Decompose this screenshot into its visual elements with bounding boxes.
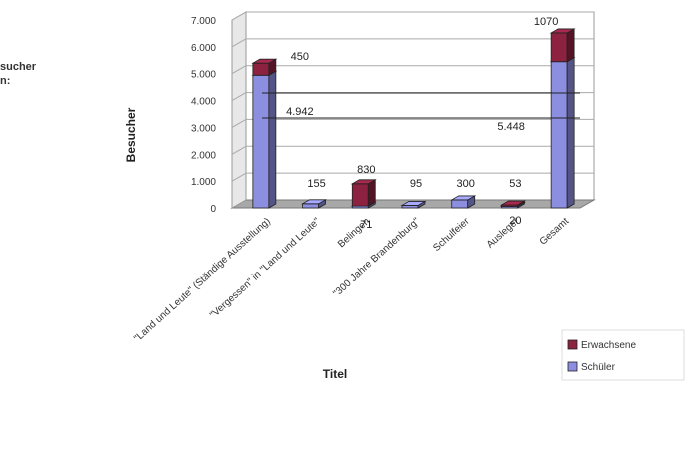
bar-schueler-4 (451, 199, 469, 209)
category-label: "300 Jahre Brandenburg" (331, 216, 422, 300)
side-title: sucher n: (0, 61, 37, 87)
y-tick-label: 1.000 (191, 177, 216, 188)
bar-side-0-0 (268, 70, 277, 209)
bar-top-1-0 (251, 58, 278, 64)
gridline (231, 172, 247, 182)
bar-schueler-1 (302, 203, 319, 209)
gridline (231, 145, 247, 155)
bar-schueler-6 (550, 61, 568, 209)
gridline (231, 92, 247, 102)
gridline (231, 38, 247, 48)
bar-top-1-6 (549, 28, 576, 34)
chart-bars (251, 28, 576, 209)
y-tick-label: 7.000 (191, 16, 216, 27)
y-tick-label: 6.000 (191, 43, 216, 54)
data-label: 155 (307, 178, 325, 190)
y-tick-label: 5.000 (191, 70, 216, 81)
legend-label: Schüler (581, 362, 616, 373)
plot-side-wall (231, 11, 247, 209)
data-label: 5.448 (497, 121, 525, 133)
data-label: 300 (457, 178, 475, 190)
bar-erwachsene-0 (252, 62, 270, 76)
legend-swatch (567, 339, 578, 350)
y-tick-label: 0 (210, 204, 216, 215)
legend-label: Erwachsene (581, 340, 636, 351)
data-label: 4.942 (286, 106, 314, 118)
data-label: 1070 (534, 16, 558, 28)
bar-erwachsene-6 (550, 32, 568, 63)
bar-side-1-6 (566, 28, 575, 63)
gridline (231, 118, 247, 128)
data-label: 95 (410, 178, 422, 190)
data-label: 53 (509, 178, 521, 190)
bar-schueler-0 (252, 74, 270, 209)
bar-side-1-2 (367, 179, 376, 207)
category-labels: "Land und Leute" (Ständige Ausstellung)"… (132, 216, 571, 345)
data-label: 830 (357, 164, 375, 176)
bar-top-0-3 (400, 201, 427, 206)
category-label: "Vergessen" in "Land und Leute" (208, 216, 323, 321)
gridline (231, 11, 247, 21)
data-label: 20 (509, 215, 521, 227)
category-label: Gesamt (538, 216, 572, 248)
y-axis-title: Besucher (124, 107, 138, 162)
bar-erwachsene-2 (351, 183, 369, 207)
legend: Erwachsene Schüler (561, 329, 685, 381)
bar-top-0-4 (450, 195, 477, 201)
y-tick-label: 3.000 (191, 123, 216, 134)
bar-top-1-5 (499, 200, 526, 206)
bar-side-0-6 (566, 56, 575, 209)
bar-top-0-1 (301, 199, 328, 205)
gridline (231, 65, 247, 75)
category-label: Schulfeier (431, 216, 472, 254)
y-axis-ticks: 0 1.000 2.000 3.000 4.000 5.000 6.000 7.000 (191, 16, 216, 215)
data-labels: 4.942 450 155 71 830 95 300 53 20 5.448 1070 (262, 16, 580, 231)
x-axis-title: Titel (323, 367, 347, 381)
data-label: 71 (360, 219, 372, 231)
y-tick-label: 2.000 (191, 150, 216, 161)
legend-box (561, 329, 685, 381)
legend-swatch (567, 361, 578, 372)
bar-top-1-2 (350, 179, 377, 185)
data-label: 450 (291, 51, 309, 63)
y-tick-label: 4.000 (191, 97, 216, 108)
